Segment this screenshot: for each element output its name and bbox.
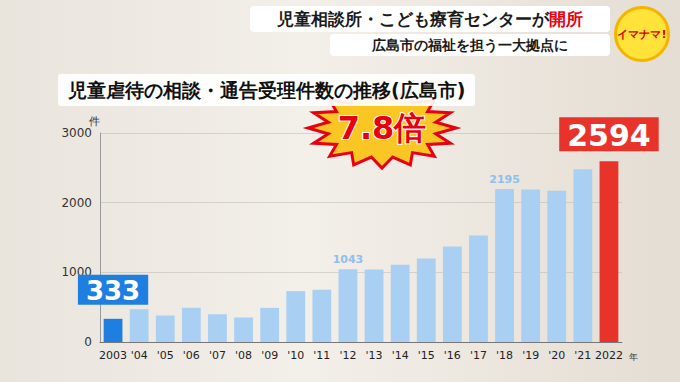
- svg-text:2003: 2003: [99, 349, 127, 362]
- svg-text:1000: 1000: [61, 265, 92, 280]
- svg-text:'09: '09: [261, 349, 278, 362]
- svg-text:7.8倍: 7.8倍: [338, 109, 427, 147]
- svg-text:件: 件: [89, 115, 100, 128]
- svg-text:'06: '06: [183, 349, 200, 362]
- svg-text:'05: '05: [157, 349, 174, 362]
- html-text:児童相談所・こども療育センターが開所: 児童相談所・こども療育センターが開所: [277, 9, 583, 29]
- html-text:広島市の福祉を担う一大拠点に: 広島市の福祉を担う一大拠点に: [372, 37, 568, 53]
- svg-text:年: 年: [629, 352, 638, 362]
- svg-text:'21: '21: [574, 349, 591, 362]
- svg-text:'12: '12: [339, 349, 356, 362]
- svg-text:'10: '10: [287, 349, 304, 362]
- svg-text:2022: 2022: [595, 349, 623, 362]
- svg-text:'08: '08: [235, 349, 252, 362]
- svg-text:0: 0: [84, 335, 92, 349]
- svg-text:1043: 1043: [333, 253, 364, 266]
- svg-text:'16: '16: [444, 349, 461, 362]
- svg-text:3000: 3000: [61, 126, 92, 140]
- svg-text:'15: '15: [418, 349, 435, 362]
- html-text:イマナマ!: イマナマ!: [617, 27, 667, 41]
- svg-text:'19: '19: [522, 349, 539, 362]
- svg-text:'04: '04: [131, 349, 148, 362]
- svg-text:'07: '07: [209, 349, 226, 362]
- svg-text:2594: 2594: [567, 118, 651, 153]
- svg-text:'14: '14: [392, 349, 409, 362]
- html-text:児童虐待の相談・通告受理件数の推移(広島市): 児童虐待の相談・通告受理件数の推移(広島市): [68, 79, 466, 101]
- svg-text:333: 333: [86, 276, 140, 306]
- svg-text:'17: '17: [470, 349, 487, 362]
- svg-text:2195: 2195: [489, 173, 520, 186]
- svg-text:'18: '18: [496, 349, 513, 362]
- svg-text:'20: '20: [548, 349, 565, 362]
- svg-text:'13: '13: [366, 349, 383, 362]
- svg-text:2000: 2000: [61, 196, 92, 210]
- svg-text:'11: '11: [313, 349, 330, 362]
